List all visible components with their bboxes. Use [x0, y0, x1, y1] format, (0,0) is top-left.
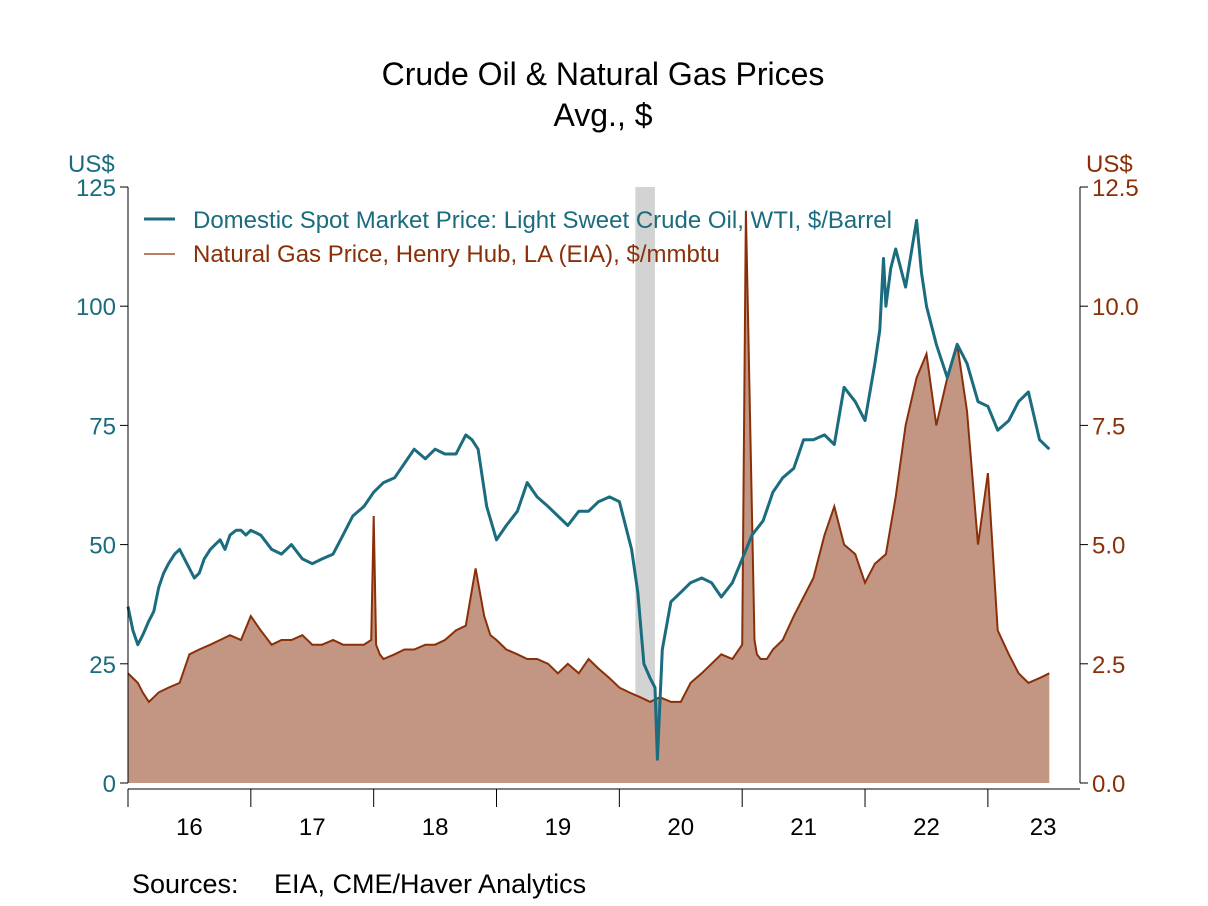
left-axis-unit: US$ — [68, 151, 115, 178]
left-axis-tick-label: 50 — [89, 533, 116, 560]
legend-oil-label: Domestic Spot Market Price: Light Sweet … — [193, 207, 892, 234]
x-axis-tick-label: 20 — [667, 814, 694, 841]
left-axis-tick-label: 0 — [103, 771, 116, 798]
source-label: Sources: — [132, 869, 239, 899]
recession-shading-layer — [635, 187, 655, 783]
right-axis-tick-label: 2.5 — [1092, 652, 1125, 679]
left-axis-tick-label: 75 — [89, 413, 116, 440]
right-axis-unit: US$ — [1086, 151, 1133, 178]
left-axis-tick-label: 100 — [76, 294, 116, 321]
chart-subtitle: Avg., $ — [553, 97, 652, 133]
source-text: EIA, CME/Haver Analytics — [274, 869, 586, 899]
gas-series-line — [127, 210, 1050, 704]
x-axis-tick-label: 16 — [176, 814, 203, 841]
legend-gas-label: Natural Gas Price, Henry Hub, LA (EIA), … — [193, 241, 720, 268]
recession-band — [635, 187, 655, 783]
gas-series-layer — [127, 210, 1050, 784]
oil-series-layer — [126, 218, 1051, 761]
axes-layer: 0 25 50 75 100 125 0.0 2.5 5.0 7.5 10.0 12.5 16 17 18 1… — [76, 175, 1139, 841]
oil-series-line — [126, 218, 1051, 761]
right-axis-tick-label: 7.5 — [1092, 413, 1125, 440]
x-axis-tick-label: 23 — [1030, 814, 1057, 841]
x-axis-tick-label: 19 — [545, 814, 572, 841]
x-axis-tick-label: 18 — [422, 814, 449, 841]
right-axis-tick-label: 5.0 — [1092, 533, 1125, 560]
x-axis-tick-label: 21 — [790, 814, 817, 841]
right-axis-tick-label: 10.0 — [1092, 294, 1139, 321]
chart-title: Crude Oil & Natural Gas Prices — [382, 56, 825, 92]
right-axis-tick-label: 0.0 — [1092, 771, 1125, 798]
x-axis-tick-label: 17 — [299, 814, 326, 841]
gas-series-area — [128, 210, 1050, 784]
right-axis-tick-label: 12.5 — [1092, 175, 1139, 202]
legend: Domestic Spot Market Price: Light Sweet … — [144, 207, 892, 268]
x-axis-tick-label: 22 — [913, 814, 940, 841]
left-axis-tick-label: 25 — [89, 652, 116, 679]
left-axis-tick-label: 125 — [76, 175, 116, 202]
